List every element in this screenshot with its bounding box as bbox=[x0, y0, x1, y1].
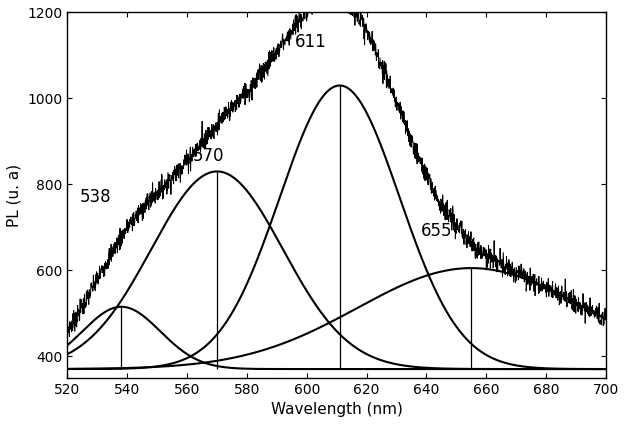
Text: 570: 570 bbox=[193, 147, 225, 165]
Text: 538: 538 bbox=[80, 188, 111, 206]
Y-axis label: PL (u. a): PL (u. a) bbox=[7, 164, 22, 226]
X-axis label: Wavelength (nm): Wavelength (nm) bbox=[271, 402, 403, 417]
Text: 655: 655 bbox=[421, 222, 452, 240]
Text: 611: 611 bbox=[295, 33, 327, 51]
